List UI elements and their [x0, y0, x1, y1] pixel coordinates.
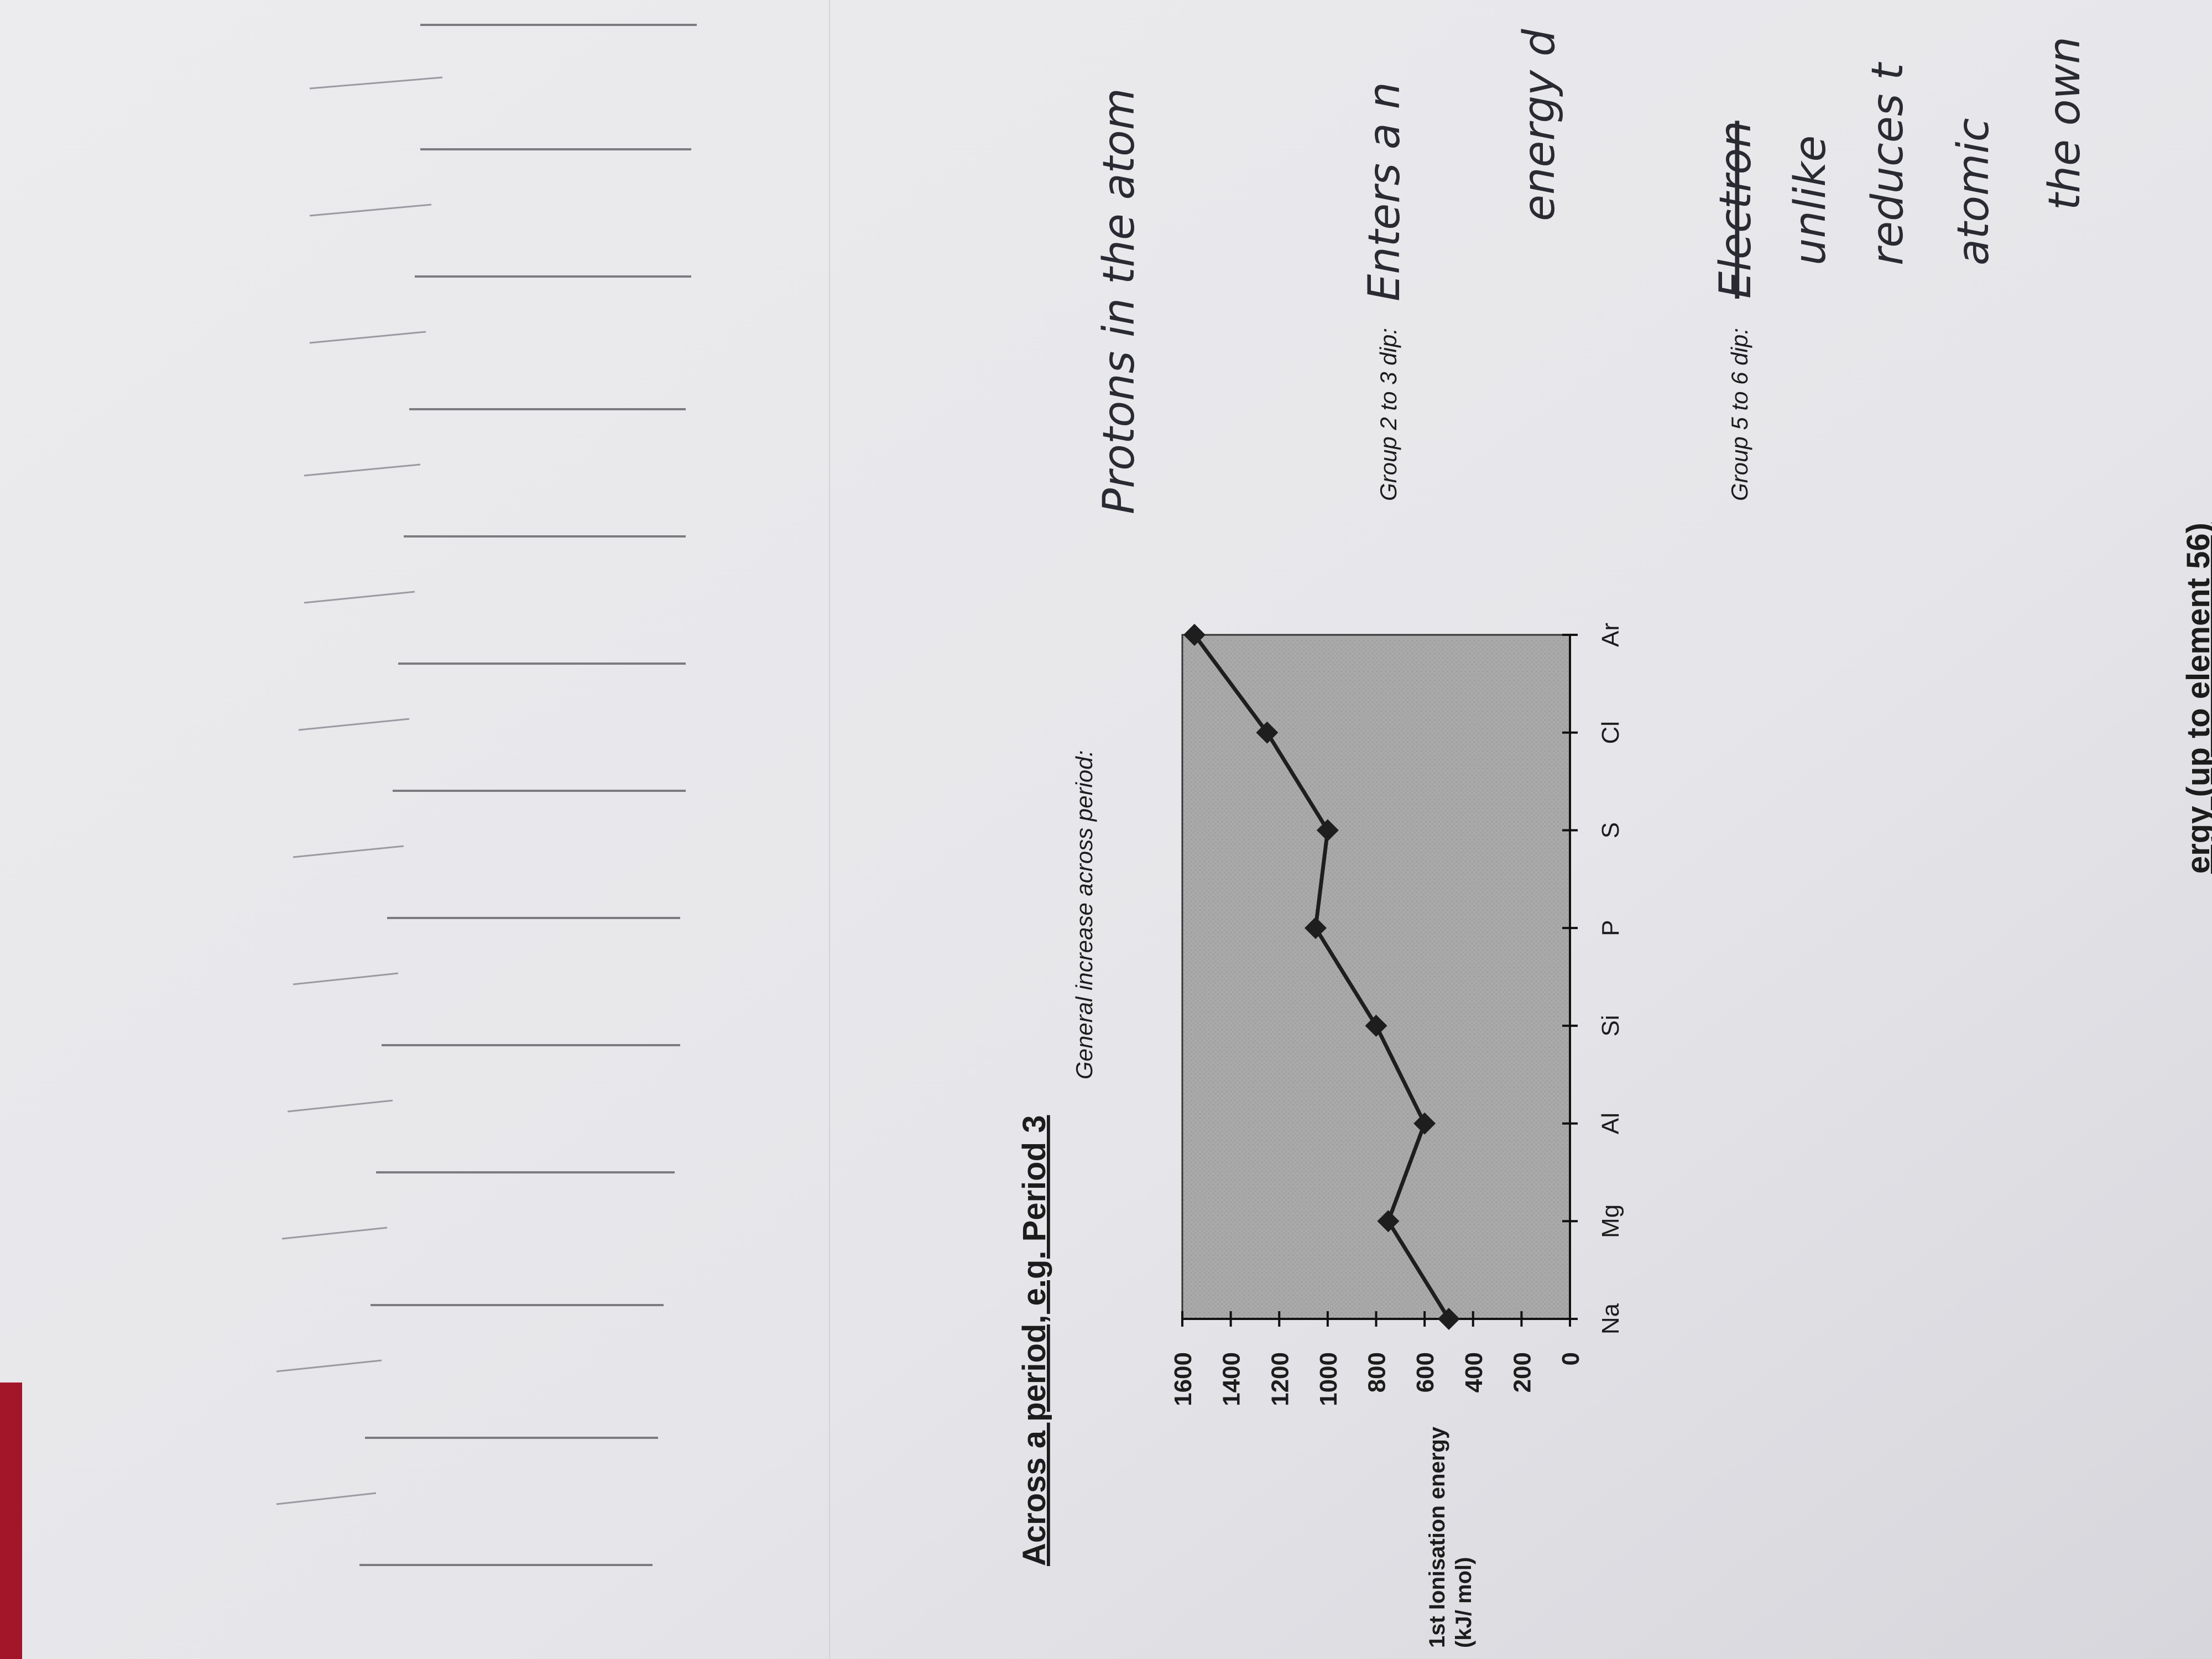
handwriting: atomic [1949, 118, 1999, 265]
data-point [1437, 1308, 1460, 1330]
y-tick-label: 200 [1509, 1352, 1536, 1392]
x-tick-label: Na [1597, 1303, 1624, 1334]
table-edge [0, 1383, 22, 1659]
note-label: Group 2 to 3 dip: [1375, 328, 1401, 501]
x-tick-label: S [1597, 822, 1624, 838]
note-label: Group 5 to 6 dip: [1726, 328, 1752, 501]
data-point [1413, 1112, 1436, 1135]
y-tick-label: 0 [1557, 1352, 1584, 1365]
y-tick-label: 1600 [1170, 1352, 1197, 1406]
y-tick-label: 1400 [1218, 1352, 1245, 1406]
handwriting: energy d [1515, 29, 1564, 221]
handwriting: Electron [1711, 121, 1761, 299]
data-point [1256, 721, 1279, 744]
handwriting: Protons in the atom [1094, 88, 1144, 514]
x-tick-label: Mg [1597, 1204, 1624, 1238]
x-tick-label: Si [1597, 1015, 1624, 1036]
data-point [1304, 917, 1327, 940]
plot-texture [1182, 635, 1570, 1319]
data-point [1365, 1014, 1387, 1037]
y-axis-label: 1st Ionisation energy (kJ/ mol) [1425, 1426, 1476, 1648]
page-edges [276, 0, 830, 1659]
worksheet: Across a period, e.g. Period 3 1st Ionis… [1016, 29, 2212, 1648]
x-tick-label: Al [1597, 1113, 1624, 1134]
x-tick-label: Ar [1597, 623, 1624, 647]
y-tick-label: 1000 [1315, 1352, 1342, 1406]
note-label: General increase across period: [1071, 750, 1097, 1079]
y-tick-label: 400 [1460, 1352, 1488, 1392]
y-tick-label: 600 [1412, 1352, 1439, 1392]
notebook-lines [359, 24, 697, 1566]
footer: ergy (up to element 56) [2180, 523, 2212, 874]
heading: Across a period, e.g. Period 3 [1016, 1115, 1052, 1566]
data-line [1193, 633, 1451, 1320]
data-point [1183, 624, 1206, 646]
y-tick-label: 1200 [1266, 1352, 1293, 1406]
x-tick-label: P [1597, 920, 1624, 936]
handwriting: reduces t [1863, 62, 1913, 265]
handwriting: unlike [1786, 135, 1835, 265]
y-axis-label-box: 1st Ionisation energy (kJ/ mol) [1425, 1426, 1476, 1648]
handwriting: the own [2040, 36, 2090, 210]
handwriting: Enters a n [1360, 82, 1410, 301]
x-tick-label: Cl [1597, 721, 1624, 744]
y-tick-label: 800 [1364, 1352, 1391, 1392]
data-point [1316, 819, 1339, 842]
